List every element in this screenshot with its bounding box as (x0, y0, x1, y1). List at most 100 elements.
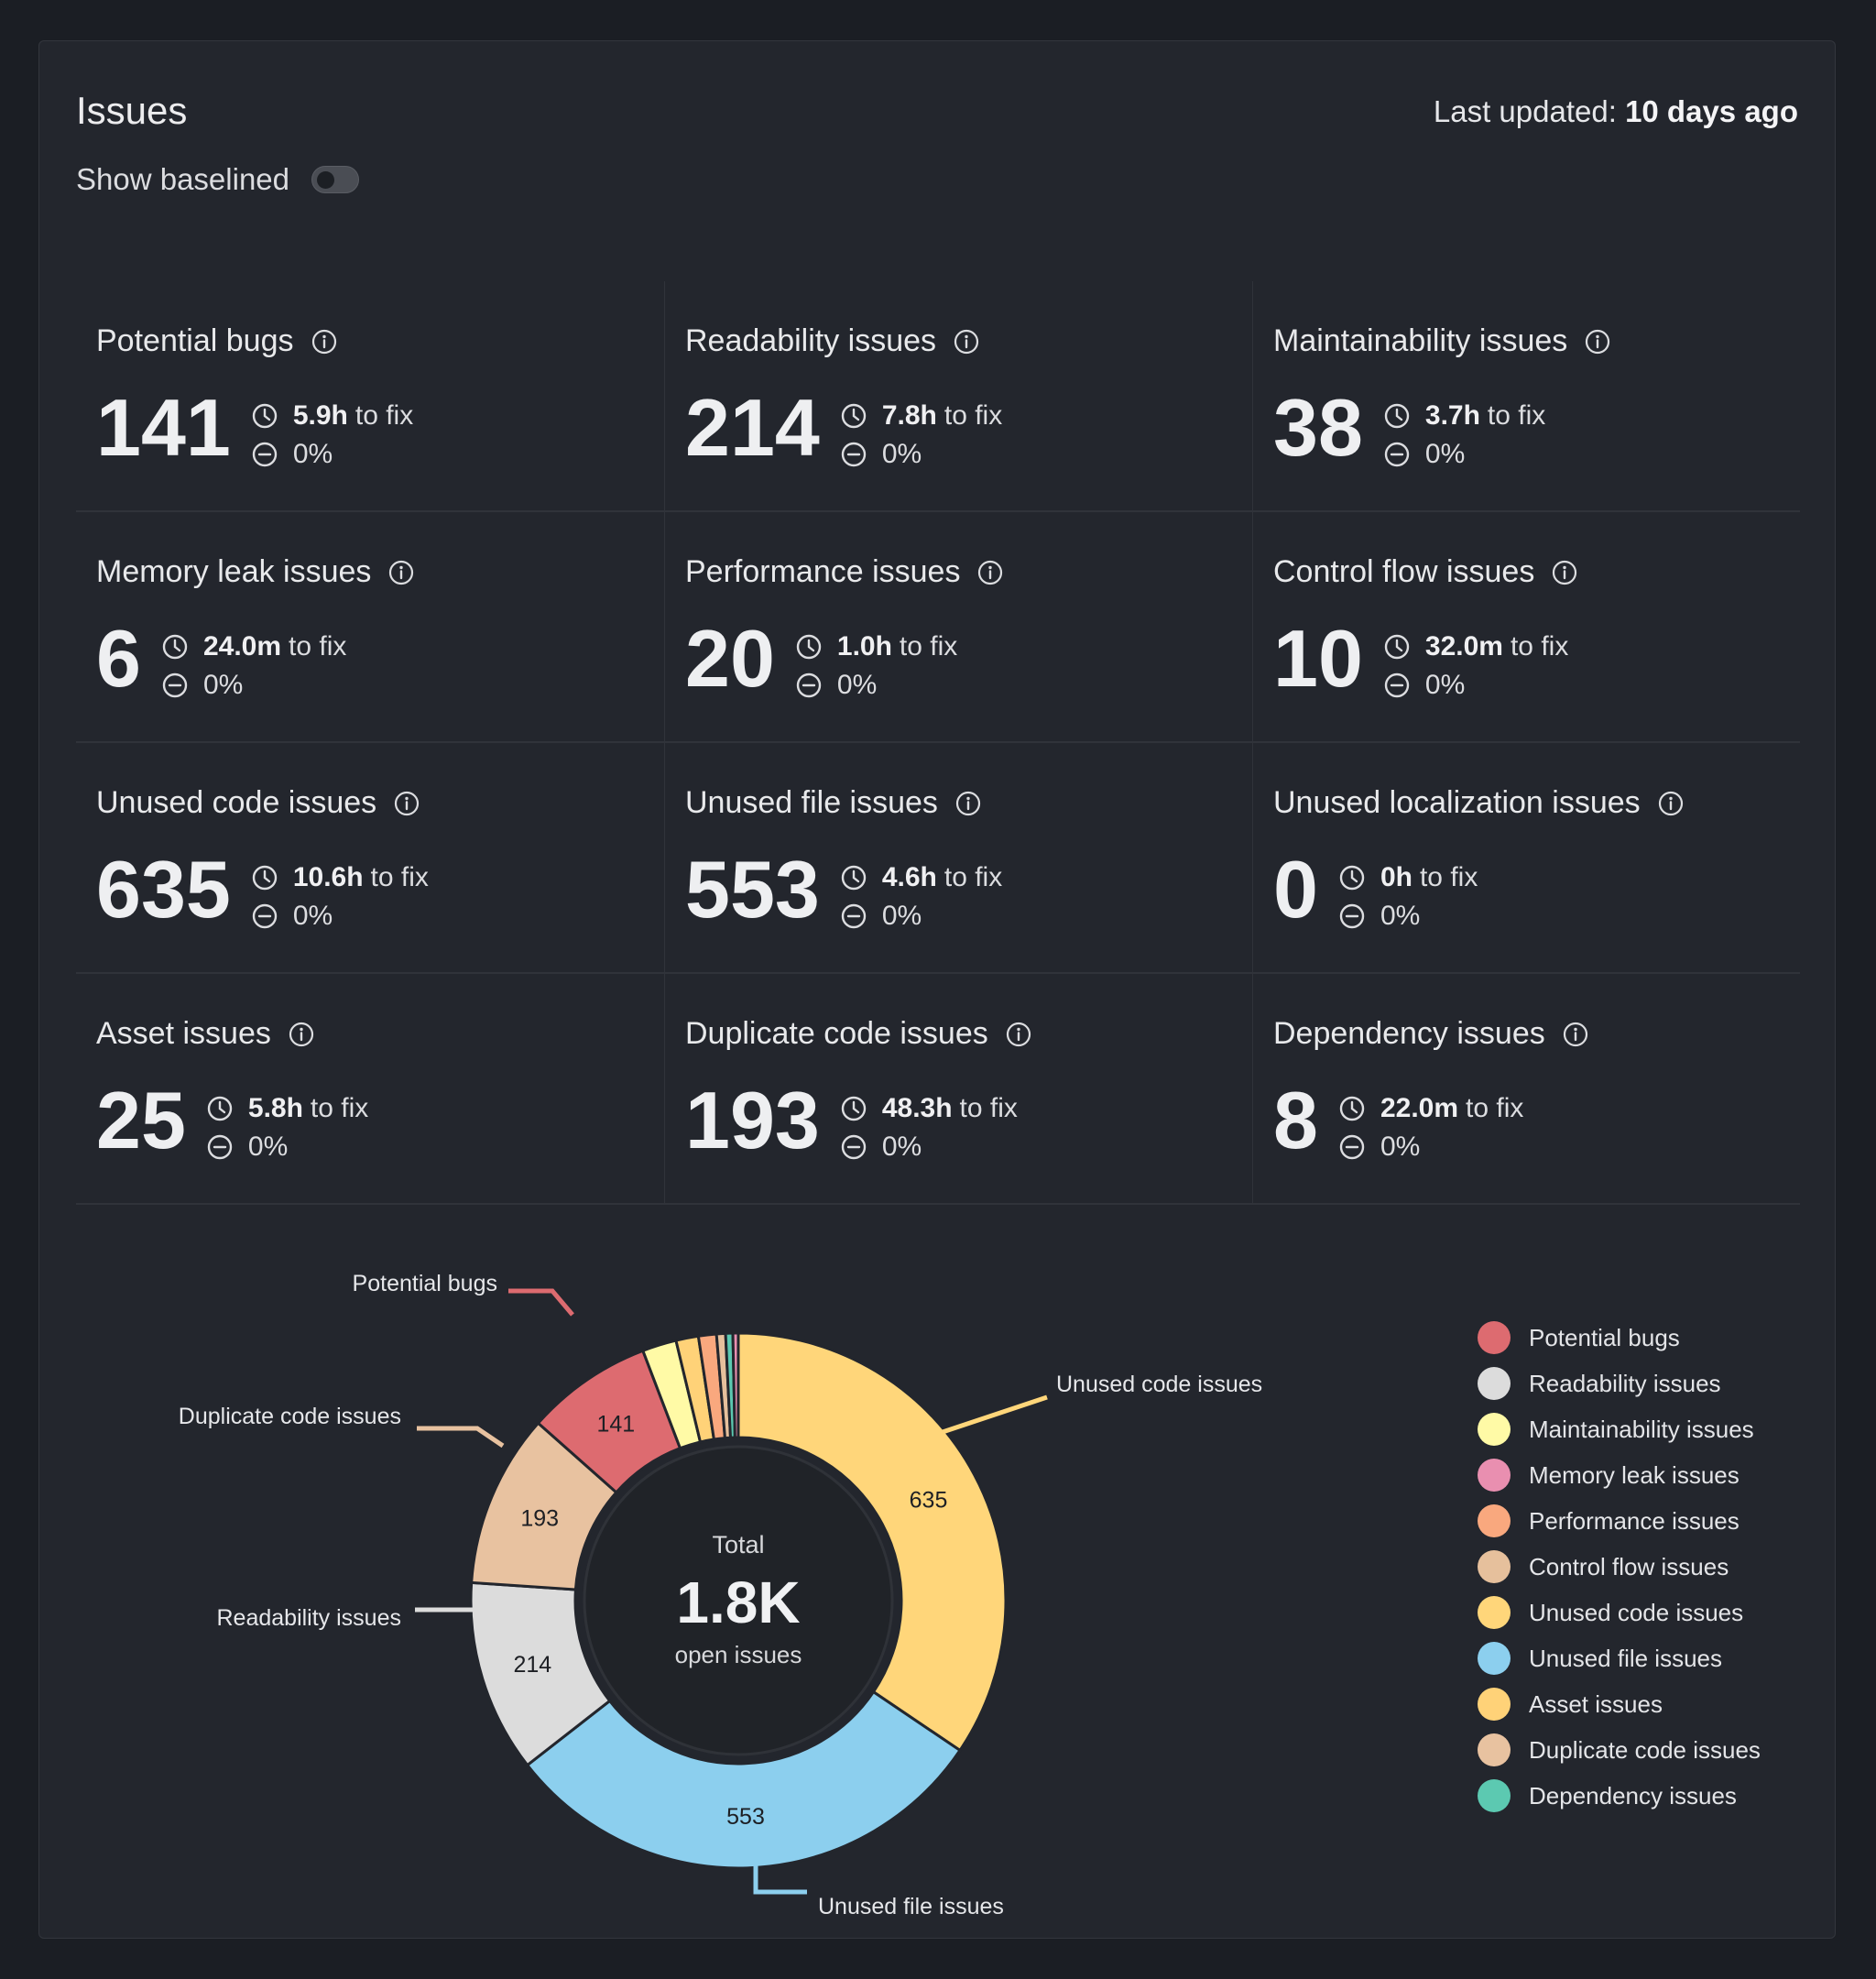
change-value: 0% (881, 901, 922, 931)
callout-label: Duplicate code issues (179, 1404, 401, 1429)
metrics-row: Potential bugs 141 5.9h to fix 0% Readability… (76, 281, 1800, 512)
fix-time: 32.0m (1424, 631, 1503, 661)
fix-time-row: 7.8h to fix (840, 397, 1002, 435)
metrics-row: Asset issues 25 5.8h to fix 0% Duplicate code… (76, 974, 1800, 1205)
fix-suffix: to fix (1466, 1093, 1524, 1123)
issue-count: 38 (1273, 382, 1363, 473)
issue-card-title: Asset issues (96, 1016, 315, 1052)
fix-time: 0h (1380, 862, 1412, 892)
issue-card: Dependency issues 8 22.0m to fix 0% (1252, 974, 1839, 1203)
callout-line (753, 1828, 807, 1895)
clock-icon (207, 1096, 233, 1121)
legend-item[interactable]: Potential bugs (1478, 1315, 1761, 1361)
donut-slice[interactable] (731, 1331, 740, 1439)
issue-count: 8 (1273, 1075, 1318, 1165)
legend-item[interactable]: Maintainability issues (1478, 1406, 1761, 1452)
legend-item[interactable]: Asset issues (1478, 1681, 1761, 1727)
issue-card: Potential bugs 141 5.9h to fix 0% (76, 281, 662, 510)
issue-card-title: Memory leak issues (96, 554, 415, 590)
fix-suffix: to fix (289, 631, 347, 661)
change-value: 0% (292, 439, 333, 469)
issue-card-title-text: Unused file issues (685, 785, 938, 820)
issue-card-title: Unused localization issues (1273, 785, 1685, 821)
info-icon[interactable] (1562, 1021, 1589, 1048)
show-baselined-toggle[interactable] (311, 166, 359, 193)
clock-icon (1384, 403, 1410, 429)
info-icon[interactable] (1584, 328, 1611, 355)
fix-time-row: 10.6h to fix (251, 858, 429, 897)
issue-card-title: Readability issues (685, 323, 980, 359)
clock-icon (1339, 1096, 1365, 1121)
toggle-knob (317, 171, 334, 189)
show-baselined-label: Show baselined (76, 162, 289, 196)
donut-center-total: 1.8K (676, 1569, 800, 1635)
info-icon[interactable] (1005, 1021, 1032, 1048)
issue-card: Performance issues 20 1.0h to fix 0% (664, 512, 1251, 741)
issue-card-title: Performance issues (685, 554, 1004, 590)
fix-time-row: 4.6h to fix (840, 858, 1002, 897)
info-icon[interactable] (976, 559, 1004, 586)
legend-item[interactable]: Performance issues (1478, 1498, 1761, 1544)
metrics-row: Memory leak issues 6 24.0m to fix 0% Performa… (76, 512, 1800, 743)
callout-label: Unused code issues (1056, 1372, 1262, 1397)
change-value: 0% (1424, 670, 1466, 700)
no-change-icon (252, 442, 278, 467)
info-icon[interactable] (1657, 790, 1685, 817)
donut-center-caption: Total (712, 1531, 764, 1558)
issue-count: 553 (685, 844, 820, 935)
issue-card: Duplicate code issues 193 48.3h to fix 0% (664, 974, 1251, 1203)
donut-inner-ring (583, 1445, 894, 1756)
issue-card: Unused code issues 635 10.6h to fix 0% (76, 743, 662, 972)
change-value: 0% (247, 1132, 289, 1162)
change-row: 0% (161, 666, 346, 705)
info-icon[interactable] (288, 1021, 315, 1048)
issue-count: 214 (685, 382, 820, 473)
legend-label: Performance issues (1529, 1506, 1740, 1535)
slice-value-label: 193 (520, 1505, 559, 1531)
info-icon[interactable] (954, 790, 982, 817)
info-icon[interactable] (1551, 559, 1578, 586)
clock-icon (1339, 865, 1365, 891)
info-icon[interactable] (387, 559, 415, 586)
donut-slice[interactable] (525, 1689, 963, 1870)
legend-swatch (1478, 1413, 1511, 1446)
issue-count: 141 (96, 382, 231, 473)
legend-item[interactable]: Unused code issues (1478, 1590, 1761, 1635)
issue-meta: 5.8h to fix 0% (206, 1089, 368, 1166)
fix-time-row: 1.0h to fix (795, 628, 957, 666)
legend-swatch (1478, 1733, 1511, 1766)
change-row: 0% (840, 435, 1002, 474)
info-icon[interactable] (953, 328, 980, 355)
legend-item[interactable]: Memory leak issues (1478, 1452, 1761, 1498)
info-icon[interactable] (311, 328, 338, 355)
fix-time-row: 5.9h to fix (251, 397, 413, 435)
legend-item[interactable]: Readability issues (1478, 1361, 1761, 1406)
legend-label: Unused code issues (1529, 1598, 1744, 1626)
fix-suffix: to fix (899, 631, 958, 661)
fix-time-row: 22.0m to fix (1338, 1089, 1523, 1128)
change-row: 0% (840, 1128, 1018, 1166)
issue-count: 10 (1273, 613, 1363, 704)
legend-item[interactable]: Dependency issues (1478, 1773, 1761, 1819)
donut-slice[interactable] (736, 1331, 1008, 1753)
legend-swatch (1478, 1642, 1511, 1675)
callout-line (508, 1288, 574, 1317)
legend-item[interactable]: Control flow issues (1478, 1544, 1761, 1590)
legend-item[interactable]: Unused file issues (1478, 1635, 1761, 1681)
issue-card: Unused localization issues 0 0h to fix 0% (1252, 743, 1839, 972)
issue-card-title: Maintainability issues (1273, 323, 1611, 359)
fix-suffix: to fix (959, 1093, 1018, 1123)
callout-label: Unused file issues (818, 1894, 1004, 1919)
change-row: 0% (251, 897, 429, 935)
legend-item[interactable]: Duplicate code issues (1478, 1727, 1761, 1773)
change-row: 0% (206, 1128, 368, 1166)
show-baselined-row: Show baselined (76, 162, 359, 197)
change-row: 0% (1383, 666, 1568, 705)
info-icon[interactable] (393, 790, 420, 817)
slice-value-label: 141 (596, 1412, 635, 1438)
change-row: 0% (1338, 897, 1478, 935)
issue-meta: 4.6h to fix 0% (840, 858, 1002, 935)
no-change-icon (1339, 1134, 1365, 1160)
chart-legend: Potential bugs Readability issues Maintain… (1478, 1315, 1761, 1819)
issue-meta: 10.6h to fix 0% (251, 858, 429, 935)
